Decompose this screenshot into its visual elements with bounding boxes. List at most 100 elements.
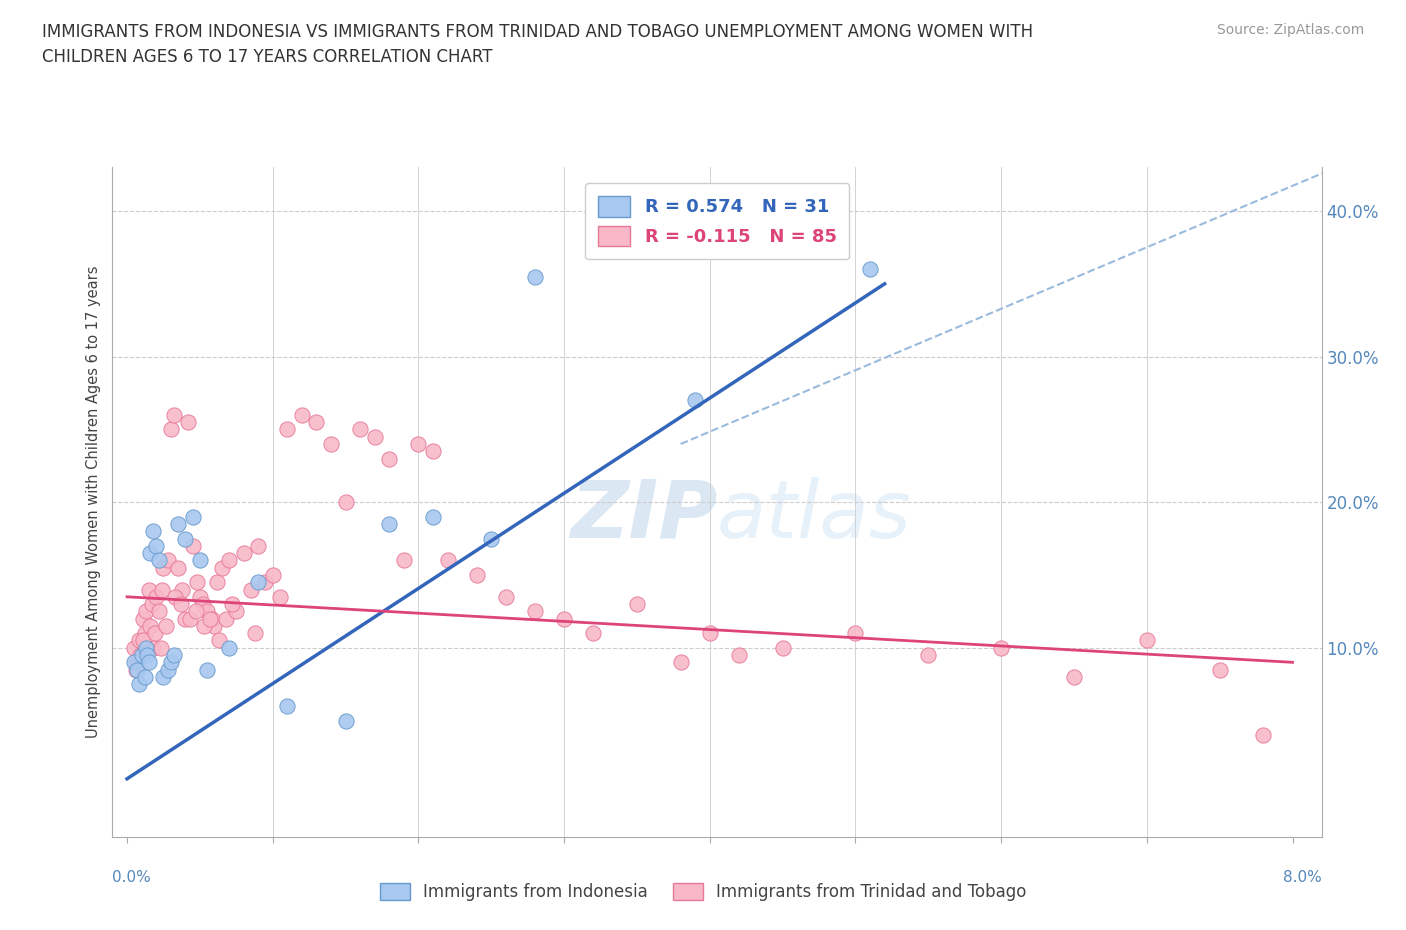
- Point: [245, 626, 267, 641]
- Point: [553, 611, 575, 626]
- Point: [335, 495, 357, 510]
- Point: [247, 575, 270, 590]
- Point: [232, 546, 254, 561]
- Point: [163, 407, 186, 422]
- Point: [159, 422, 181, 437]
- Point: [127, 655, 149, 670]
- Point: [132, 611, 155, 626]
- Point: [141, 597, 163, 612]
- Point: [145, 590, 167, 604]
- Point: [1208, 662, 1230, 677]
- Point: [124, 655, 146, 670]
- Point: [150, 582, 173, 597]
- Point: [142, 524, 165, 538]
- Point: [128, 677, 150, 692]
- Point: [859, 262, 882, 277]
- Point: [408, 436, 430, 451]
- Point: [136, 647, 159, 662]
- Point: [181, 538, 204, 553]
- Point: [669, 655, 692, 670]
- Point: [844, 626, 866, 641]
- Point: [174, 531, 197, 546]
- Point: [1063, 670, 1085, 684]
- Point: [211, 560, 233, 575]
- Point: [198, 611, 221, 626]
- Point: [181, 510, 204, 525]
- Text: ZIP: ZIP: [569, 476, 717, 554]
- Point: [422, 510, 444, 525]
- Point: [149, 641, 172, 656]
- Point: [145, 538, 167, 553]
- Legend: Immigrants from Indonesia, Immigrants from Trinidad and Tobago: Immigrants from Indonesia, Immigrants fr…: [373, 876, 1033, 908]
- Text: IMMIGRANTS FROM INDONESIA VS IMMIGRANTS FROM TRINIDAD AND TOBAGO UNEMPLOYMENT AM: IMMIGRANTS FROM INDONESIA VS IMMIGRANTS …: [42, 23, 1033, 41]
- Point: [156, 662, 179, 677]
- Point: [392, 553, 415, 568]
- Point: [165, 590, 187, 604]
- Point: [184, 604, 207, 618]
- Point: [204, 618, 226, 633]
- Point: [378, 451, 401, 466]
- Point: [218, 641, 240, 656]
- Point: [135, 604, 157, 618]
- Point: [699, 626, 721, 641]
- Point: [152, 670, 174, 684]
- Point: [523, 269, 546, 284]
- Point: [1253, 727, 1275, 742]
- Point: [225, 604, 247, 618]
- Point: [626, 597, 648, 612]
- Point: [215, 611, 238, 626]
- Point: [200, 611, 222, 626]
- Point: [188, 590, 211, 604]
- Point: [422, 444, 444, 458]
- Point: [193, 618, 215, 633]
- Point: [124, 641, 146, 656]
- Point: [135, 641, 157, 656]
- Point: [305, 415, 328, 430]
- Point: [139, 618, 162, 633]
- Point: [239, 582, 262, 597]
- Text: atlas: atlas: [717, 476, 912, 554]
- Point: [155, 618, 177, 633]
- Legend: R = 0.574   N = 31, R = -0.115   N = 85: R = 0.574 N = 31, R = -0.115 N = 85: [585, 183, 849, 259]
- Point: [683, 392, 706, 407]
- Point: [495, 590, 517, 604]
- Point: [163, 647, 186, 662]
- Point: [186, 575, 208, 590]
- Point: [129, 647, 152, 662]
- Point: [131, 647, 153, 662]
- Point: [523, 604, 546, 618]
- Point: [138, 655, 160, 670]
- Point: [136, 641, 159, 656]
- Y-axis label: Unemployment Among Women with Children Ages 6 to 17 years: Unemployment Among Women with Children A…: [86, 266, 101, 738]
- Point: [127, 662, 149, 677]
- Point: [148, 604, 170, 618]
- Point: [990, 641, 1012, 656]
- Point: [195, 604, 218, 618]
- Point: [262, 567, 284, 582]
- Point: [156, 553, 179, 568]
- Text: Source: ZipAtlas.com: Source: ZipAtlas.com: [1216, 23, 1364, 37]
- Point: [179, 611, 201, 626]
- Point: [134, 670, 156, 684]
- Point: [378, 516, 401, 531]
- Text: 0.0%: 0.0%: [112, 870, 152, 884]
- Point: [335, 713, 357, 728]
- Point: [319, 436, 342, 451]
- Point: [139, 546, 162, 561]
- Point: [247, 538, 270, 553]
- Point: [172, 582, 194, 597]
- Point: [1136, 633, 1159, 648]
- Point: [221, 597, 243, 612]
- Point: [148, 553, 170, 568]
- Point: [465, 567, 488, 582]
- Point: [218, 553, 240, 568]
- Point: [269, 590, 291, 604]
- Point: [276, 698, 298, 713]
- Point: [276, 422, 298, 437]
- Point: [208, 633, 231, 648]
- Point: [479, 531, 502, 546]
- Point: [167, 560, 190, 575]
- Point: [174, 611, 197, 626]
- Point: [134, 626, 156, 641]
- Text: 8.0%: 8.0%: [1282, 870, 1322, 884]
